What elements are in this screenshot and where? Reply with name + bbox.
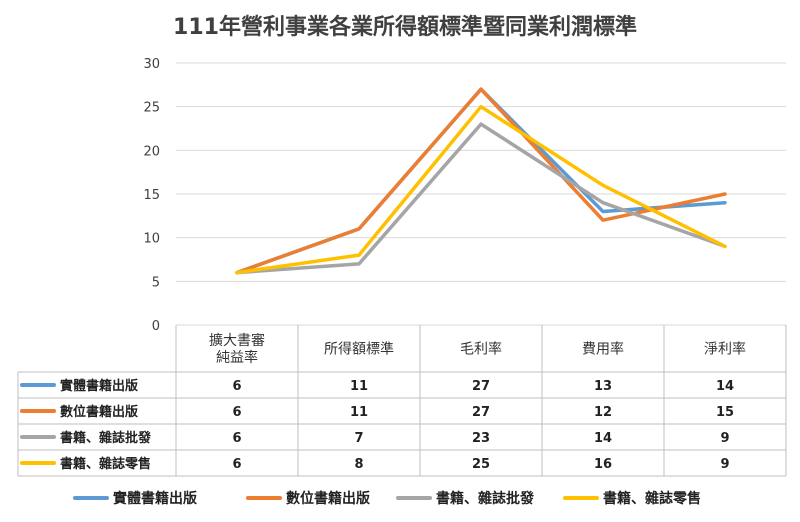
legend-label: 書籍、雜誌批發	[436, 490, 535, 507]
y-tick-label: 10	[143, 232, 160, 247]
table-cell-value: 27	[472, 379, 490, 394]
series-lines	[235, 87, 727, 275]
y-tick-label: 25	[143, 101, 160, 116]
legend-label: 書籍、雜誌零售	[603, 490, 701, 507]
y-tick-label: 0	[152, 319, 160, 334]
table-row-label: 數位書籍出版	[60, 404, 138, 420]
y-tick-label: 5	[152, 275, 160, 290]
x-category-label: 擴大書審	[209, 332, 265, 349]
x-category-label: 費用率	[582, 341, 624, 358]
table-cell-value: 14	[594, 431, 612, 446]
table-cell-value: 11	[350, 405, 368, 420]
table-row-label: 實體書籍出版	[60, 378, 138, 394]
y-tick-label: 30	[143, 57, 160, 72]
table-cell-value: 16	[594, 457, 612, 472]
table-cell-value: 15	[716, 405, 734, 420]
table-cell-value: 12	[594, 405, 612, 420]
table-cell-value: 9	[720, 431, 729, 446]
series-line-1	[235, 87, 727, 275]
table-cell-value: 25	[472, 457, 490, 472]
table-cell-value: 7	[354, 431, 363, 446]
table-cell-value: 14	[716, 379, 734, 394]
table-cell-value: 9	[720, 457, 729, 472]
table-cell-value: 6	[232, 457, 241, 472]
series-line-2	[235, 122, 727, 275]
series-line-3	[235, 104, 727, 275]
chart-title: 111年營利事業各業所得額標準暨同業利潤標準	[173, 14, 637, 40]
y-tick-label: 20	[143, 144, 160, 159]
legend-label: 實體書籍出版	[113, 490, 197, 507]
x-category-label: 所得額標準	[324, 341, 394, 358]
legend-label: 數位書籍出版	[286, 490, 370, 507]
table-cell-value: 11	[350, 379, 368, 394]
y-tick-label: 15	[143, 188, 160, 203]
table-row-label: 書籍、雜誌批發	[60, 430, 151, 446]
table-cell-value: 8	[354, 457, 363, 472]
table-cell-value: 6	[232, 431, 241, 446]
legend: 實體書籍出版 數位書籍出版 書籍、雜誌批發 書籍、雜誌零售	[73, 490, 701, 507]
gridlines	[176, 62, 786, 326]
x-category-label: 毛利率	[460, 341, 502, 358]
table-row-label: 書籍、雜誌零售	[60, 456, 151, 472]
table-cell-value: 27	[472, 405, 490, 420]
table-cell-value: 6	[232, 405, 241, 420]
x-category-label: 純益率	[216, 349, 258, 366]
table-cell-value: 6	[232, 379, 241, 394]
x-category-label: 淨利率	[704, 341, 746, 358]
table-cell-value: 13	[594, 379, 612, 394]
table-cell-value: 23	[472, 431, 490, 446]
y-axis: 0 5 10 15 20 25 30	[143, 57, 160, 334]
